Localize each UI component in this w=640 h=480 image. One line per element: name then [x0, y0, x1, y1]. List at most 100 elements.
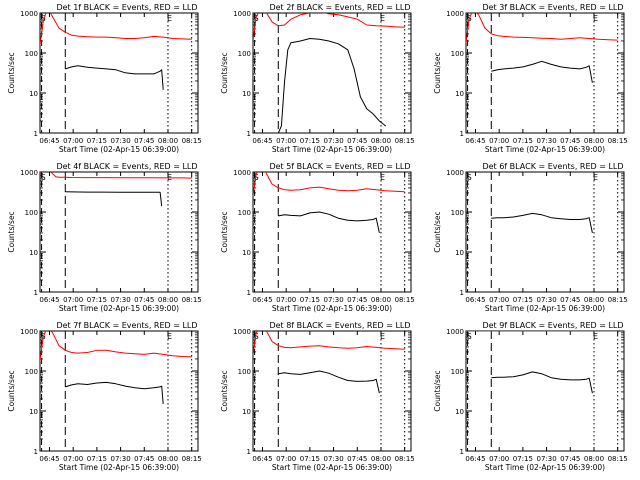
panel-title: Det 8f BLACK = Events, RED = LLD — [269, 321, 410, 330]
detector-panel-7: Det 7f BLACK = Events, RED = LLD 06:45 07:… — [7, 321, 202, 472]
y-tick-label: 1 — [247, 448, 251, 456]
events-series-line — [491, 212, 593, 234]
x-tick-label: 08:15 — [182, 296, 202, 304]
y-axis-label: Counts/sec — [433, 211, 442, 252]
x-tick-label: 07:00 — [489, 296, 509, 304]
plot-frame — [39, 12, 199, 134]
end-mark: E — [167, 332, 172, 341]
y-axis-label: Counts/sec — [433, 52, 442, 93]
x-tick-label: 08:15 — [182, 137, 202, 145]
x-tick-label: 07:30 — [536, 296, 556, 304]
x-tick-label: 08:15 — [608, 455, 628, 463]
y-axis-label: Counts/sec — [220, 52, 229, 93]
events-series-line — [278, 211, 380, 234]
x-tick-label: 07:45 — [347, 296, 367, 304]
x-tick-label: 06:45 — [252, 296, 272, 304]
x-tick-label: 07:15 — [513, 296, 533, 304]
x-tick-label: 07:00 — [276, 455, 296, 463]
end-mark: E — [593, 173, 598, 182]
start-mark: S — [467, 173, 472, 182]
y-tick-label: 1 — [460, 448, 464, 456]
detector-panel-1: Det 1f BLACK = Events, RED = LLD 06:45 07:… — [7, 3, 202, 154]
y-tick-label: 1 — [247, 289, 251, 297]
y-tick-label: 100 — [238, 209, 251, 217]
x-tick-label: 08:15 — [395, 137, 415, 145]
x-axis-label: Start Time (02-Apr-15 06:39:00) — [272, 304, 392, 313]
y-tick-label: 100 — [451, 209, 464, 217]
y-tick-label: 100 — [25, 209, 38, 217]
x-tick-label: 06:45 — [39, 455, 59, 463]
x-tick-label: 08:00 — [584, 137, 604, 145]
x-tick-label: 07:00 — [63, 455, 83, 463]
x-axis-label: Start Time (02-Apr-15 06:39:00) — [59, 145, 179, 154]
y-tick-label: 1 — [34, 130, 38, 138]
x-tick-label: 08:00 — [158, 296, 178, 304]
y-tick-label: 10 — [242, 408, 251, 416]
y-tick-label: 100 — [451, 368, 464, 376]
x-tick-label: 06:45 — [39, 137, 59, 145]
x-tick-label: 07:15 — [87, 296, 107, 304]
x-tick-label: 08:15 — [608, 296, 628, 304]
y-axis-label: Counts/sec — [220, 370, 229, 411]
detector-panel-2: Det 2f BLACK = Events, RED = LLD 06:45 07:… — [220, 3, 415, 154]
x-tick-label: 07:15 — [300, 296, 320, 304]
y-tick-label: 10 — [29, 408, 38, 416]
detector-panel-3: Det 3f BLACK = Events, RED = LLD 06:45 07:… — [433, 3, 628, 154]
x-axis-label: Start Time (02-Apr-15 06:39:00) — [485, 145, 605, 154]
x-tick-label: 07:45 — [560, 296, 580, 304]
plot-frame — [39, 330, 199, 452]
y-tick-label: 1 — [34, 448, 38, 456]
events-series-line — [65, 65, 164, 90]
x-tick-label: 07:45 — [134, 296, 154, 304]
y-axis-label: Counts/sec — [220, 211, 229, 252]
x-tick-label: 07:45 — [560, 137, 580, 145]
plot-frame — [252, 171, 412, 293]
x-tick-label: 06:45 — [252, 455, 272, 463]
x-tick-label: 07:00 — [63, 296, 83, 304]
start-mark: S — [41, 14, 46, 23]
panel-title: Det 2f BLACK = Events, RED = LLD — [269, 3, 410, 12]
y-axis-label: Counts/sec — [433, 370, 442, 411]
plot-frame — [252, 12, 412, 134]
x-tick-label: 08:00 — [584, 296, 604, 304]
y-tick-label: 1000 — [20, 10, 38, 18]
y-tick-label: 10 — [242, 90, 251, 98]
y-tick-label: 1 — [34, 289, 38, 297]
detector-panel-4: Det 4f BLACK = Events, RED = LLD 06:45 07:… — [7, 162, 202, 313]
y-tick-label: 1000 — [446, 328, 464, 336]
panel-title: Det 4f BLACK = Events, RED = LLD — [56, 162, 197, 171]
lld-series-line — [40, 13, 192, 45]
plot-frame — [465, 12, 625, 134]
panel-title: Det 7f BLACK = Events, RED = LLD — [56, 321, 197, 330]
x-axis-label: Start Time (02-Apr-15 06:39:00) — [59, 304, 179, 313]
y-tick-label: 1000 — [446, 169, 464, 177]
y-tick-label: 1 — [247, 130, 251, 138]
x-axis-label: Start Time (02-Apr-15 06:39:00) — [272, 145, 392, 154]
end-mark: E — [593, 14, 598, 23]
x-tick-label: 06:45 — [465, 296, 485, 304]
y-tick-label: 100 — [25, 50, 38, 58]
y-axis-label: Counts/sec — [7, 52, 16, 93]
x-tick-label: 07:30 — [110, 296, 130, 304]
x-tick-label: 06:45 — [252, 137, 272, 145]
x-tick-label: 07:45 — [347, 137, 367, 145]
x-tick-label: 07:30 — [536, 455, 556, 463]
plot-frame — [465, 171, 625, 293]
x-tick-label: 08:00 — [371, 137, 391, 145]
x-tick-label: 07:30 — [323, 455, 343, 463]
panel-title: Det 6f BLACK = Events, RED = LLD — [482, 162, 623, 171]
y-tick-label: 1000 — [233, 10, 251, 18]
lld-series-line — [40, 331, 192, 361]
y-tick-label: 10 — [29, 90, 38, 98]
x-tick-label: 07:30 — [323, 137, 343, 145]
lld-series-line — [466, 13, 618, 43]
x-tick-label: 06:45 — [465, 455, 485, 463]
start-mark: S — [41, 173, 46, 182]
x-tick-label: 07:00 — [276, 137, 296, 145]
end-mark: E — [380, 14, 385, 23]
x-tick-label: 08:00 — [158, 137, 178, 145]
x-tick-label: 08:00 — [584, 455, 604, 463]
x-tick-label: 07:15 — [300, 455, 320, 463]
x-tick-label: 07:45 — [560, 455, 580, 463]
